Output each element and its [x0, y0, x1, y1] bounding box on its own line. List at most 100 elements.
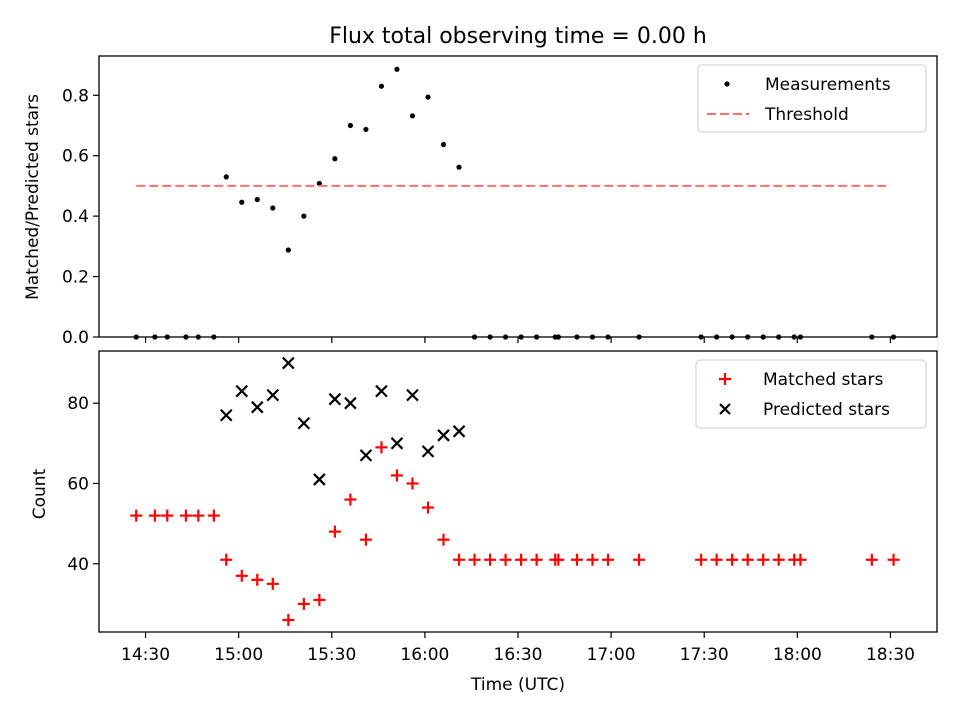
measurements-point — [301, 213, 307, 219]
ratio-x-axis — [144, 337, 892, 343]
matched-stars-point — [148, 509, 161, 522]
matched-stars-point — [328, 525, 341, 538]
ratio-y-tick-label: 0.2 — [62, 268, 89, 288]
measurements-point — [378, 83, 385, 89]
predicted-stars-point — [437, 429, 450, 442]
ratio-legend: Measurements Threshold — [697, 64, 927, 133]
x-tick-label: 17:30 — [680, 645, 729, 665]
measurements-point — [456, 164, 462, 170]
x-tick-label: 16:30 — [494, 645, 543, 665]
matched-stars-point — [794, 553, 807, 566]
matched-stars-point — [192, 509, 205, 522]
matched-stars-point — [207, 509, 220, 522]
count-y-tick-label: 60 — [67, 474, 89, 494]
matched-stars-point — [161, 509, 174, 522]
legend-measurements: Measurements — [765, 75, 891, 95]
predicted-stars-point — [282, 356, 295, 370]
measurements-point — [270, 205, 276, 211]
x-tick-label: 15:00 — [214, 645, 263, 665]
ratio-y-tick-label: 0.0 — [62, 328, 89, 348]
matched-stars-point — [695, 553, 708, 566]
matched-stars-point — [710, 553, 723, 566]
matched-stars-point — [220, 553, 233, 566]
predicted-stars-point — [297, 416, 311, 430]
matched-stars-point — [406, 477, 419, 490]
matched-stars-point — [726, 553, 739, 566]
matched-stars-point — [499, 553, 512, 566]
count-y-axis: 40 60 80 — [67, 394, 99, 575]
measurements-point — [363, 126, 369, 133]
matched-stars-point — [453, 553, 466, 566]
matched-stars-point — [282, 613, 295, 626]
count-legend: Matched stars Predicted stars — [695, 359, 927, 429]
matched-stars-point — [633, 553, 646, 566]
ratio-y-tick-label: 0.6 — [62, 147, 89, 167]
predicted-stars-point — [219, 408, 233, 422]
ratio-y-tick-label: 0.8 — [62, 86, 89, 106]
count-y-axis-label: Count — [30, 468, 50, 519]
matched-stars-point — [552, 553, 565, 566]
predicted-stars-point — [406, 388, 419, 402]
matched-stars-point — [602, 553, 615, 566]
chart-title: Flux total observing time = 0.00 h — [329, 24, 707, 49]
measurements-point — [316, 180, 322, 187]
predicted-stars-point — [235, 384, 249, 398]
matched-stars-point — [772, 553, 785, 566]
measurements-point — [223, 174, 229, 180]
legend-matched-stars: Matched stars — [763, 370, 883, 390]
predicted-stars-point — [421, 445, 435, 458]
measurements-legend-marker — [724, 81, 730, 87]
matched-stars-point — [235, 569, 248, 582]
matched-stars-point — [570, 553, 583, 566]
ratio-y-axis-label: Matched/Predicted stars — [23, 94, 43, 300]
predicted-stars-point — [452, 425, 466, 438]
x-tick-label: 15:30 — [307, 645, 356, 665]
measurements-point — [254, 196, 260, 203]
predicted-stars-legend-marker — [719, 403, 731, 415]
matched-stars-point — [530, 553, 543, 566]
matched-stars-point — [887, 553, 900, 566]
matched-stars-point — [266, 577, 279, 590]
measurements-point — [394, 66, 400, 72]
count-y-tick-label: 80 — [67, 394, 89, 414]
matched-stars-point — [437, 533, 450, 546]
matched-stars-point — [179, 509, 192, 522]
predicted-stars-point — [390, 437, 404, 450]
matched-stars-point — [484, 553, 497, 566]
matched-stars-point — [130, 509, 143, 522]
x-tick-label: 18:30 — [866, 645, 915, 665]
matched-stars-point — [468, 553, 481, 566]
matched-stars-point — [586, 553, 599, 566]
predicted-stars-point — [266, 388, 280, 402]
x-tick-label: 18:00 — [773, 645, 822, 665]
count-y-tick-label: 40 — [67, 555, 89, 575]
measurements-point — [285, 247, 291, 253]
ratio-y-tick-label: 0.4 — [62, 207, 89, 227]
matched-stars-point — [375, 441, 388, 454]
count-plot-area — [130, 356, 900, 626]
legend-threshold: Threshold — [764, 105, 849, 125]
matched-stars-point — [344, 493, 357, 506]
x-tick-label: 16:00 — [400, 645, 449, 665]
predicted-stars-point — [251, 400, 264, 414]
predicted-stars-point — [344, 396, 357, 410]
matched-stars-point — [359, 533, 372, 546]
predicted-stars-point — [328, 392, 342, 406]
matched-stars-legend-marker — [719, 373, 731, 385]
x-axis-label: Time (UTC) — [470, 675, 565, 695]
matched-stars-point — [757, 553, 770, 566]
matched-stars-point — [390, 469, 403, 482]
measurements-point — [425, 94, 431, 100]
ratio-y-axis: 0.0 0.2 0.4 0.6 0.8 — [62, 86, 99, 348]
measurements-point — [332, 156, 338, 162]
matched-stars-point — [515, 553, 528, 566]
x-tick-label: 17:00 — [587, 645, 636, 665]
legend-predicted-stars: Predicted stars — [763, 400, 890, 420]
predicted-stars-point — [375, 384, 388, 398]
count-x-axis: 14:30 15:00 15:30 16:00 16:30 17:00 17:30 18:00… — [121, 632, 915, 665]
measurements-point — [239, 199, 245, 205]
matched-stars-point — [251, 573, 264, 586]
measurements-point — [440, 141, 447, 148]
predicted-stars-point — [359, 449, 373, 462]
